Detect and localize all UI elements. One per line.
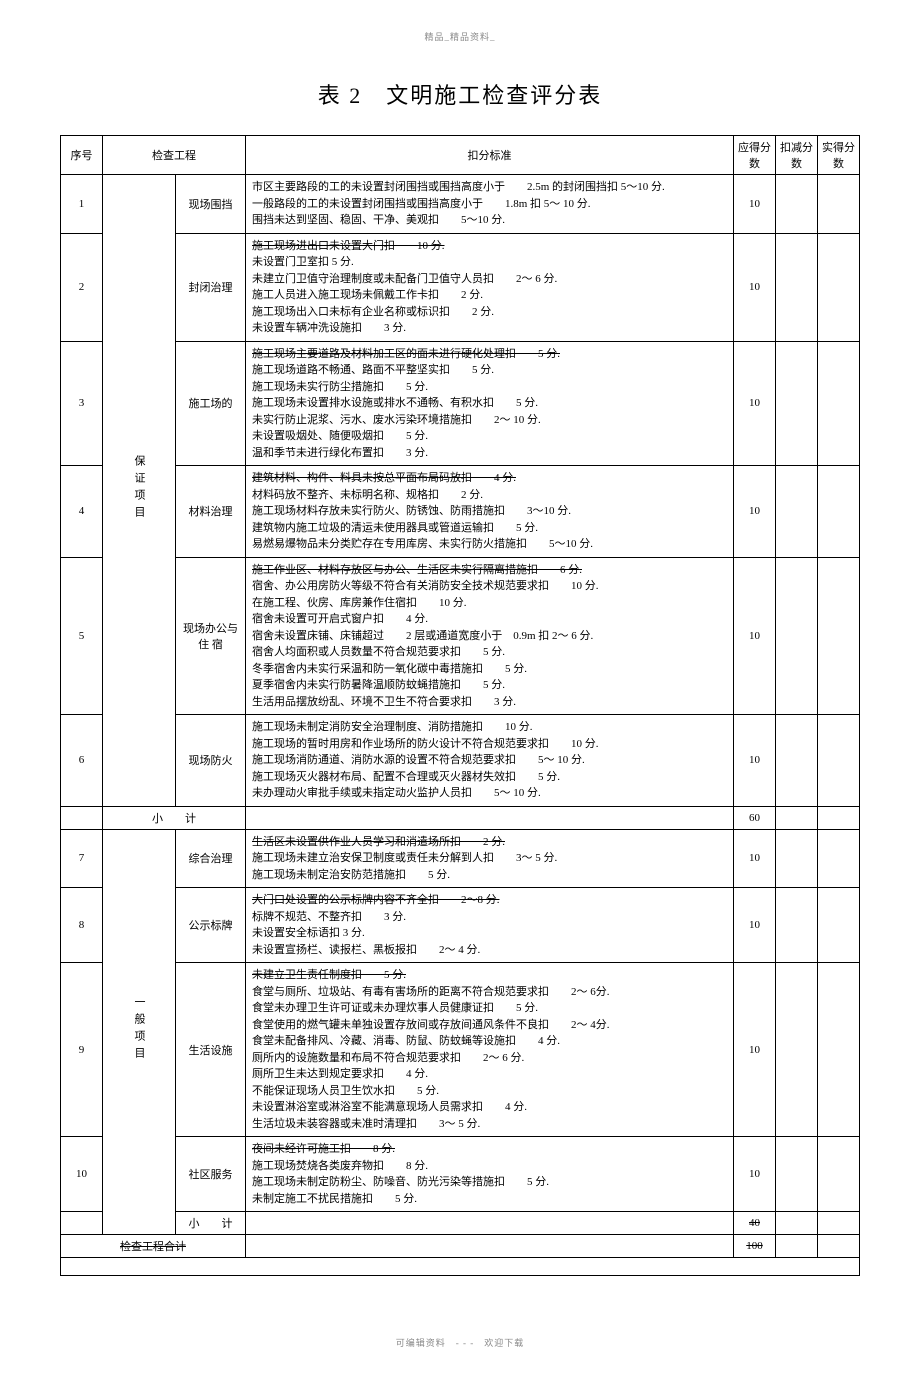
- deduct-cell: [776, 557, 818, 715]
- subtotal-label: 小 计: [103, 806, 246, 829]
- table-row: 3 施工场的施工现场主要道路及材料加工区的面未进行硬化处理扣 5 分.施工现场道路…: [61, 341, 860, 466]
- std-cell: 生活区未设置供作业人员学习和消遣场所扣 2 分.施工现场未建立治安保卫制度或责任…: [246, 829, 734, 888]
- actual-cell: [818, 1137, 860, 1212]
- grand-total-row: 检查工程合计 100: [61, 1235, 860, 1258]
- col-actual: 实得分数: [818, 136, 860, 175]
- subtotal-score: 60: [734, 806, 776, 829]
- deduct-cell: [776, 829, 818, 888]
- seq-cell: 8: [61, 888, 103, 963]
- empty-row: [61, 1258, 860, 1276]
- seq-cell: 6: [61, 715, 103, 807]
- table-row: 10 社区服务夜间未经许可施工扣 8 分.施工现场焚烧各类废弃物扣 8 分.施工现…: [61, 1137, 860, 1212]
- seq-cell: 9: [61, 963, 103, 1137]
- table-row: 6 现场防火施工现场未制定消防安全治理制度、消防措施扣 10 分.施工现场的暂时用…: [61, 715, 860, 807]
- should-cell: 10: [734, 341, 776, 466]
- table-row: 8 公示标牌大门口处设置的公示标牌内容不齐全扣 2～8 分.标牌不规范、不整齐扣 …: [61, 888, 860, 963]
- should-cell: 10: [734, 233, 776, 341]
- actual-cell: [818, 341, 860, 466]
- col-std: 扣分标准: [246, 136, 734, 175]
- scoring-table: 序号 检查工程 扣分标准 应得分数 扣减分数 实得分数 1保证项目现场围挡市区主…: [60, 135, 860, 1276]
- table-row: 1保证项目现场围挡市区主要路段的工的未设置封闭围挡或围挡高度小于 2.5m 的封…: [61, 175, 860, 234]
- item-cell: 社区服务: [176, 1137, 246, 1212]
- seq-cell: 7: [61, 829, 103, 888]
- subtotal-row: 小 计 60: [61, 806, 860, 829]
- seq-cell: 1: [61, 175, 103, 234]
- std-cell: 建筑材料、构件、料具未按总平面布局码放扣 4 分.材料码放不整齐、未标明名称、规…: [246, 466, 734, 558]
- should-cell: 10: [734, 466, 776, 558]
- subtotal-score: 40: [734, 1212, 776, 1235]
- actual-cell: [818, 888, 860, 963]
- item-cell: 现场办公与 住 宿: [176, 557, 246, 715]
- seq-cell: 2: [61, 233, 103, 341]
- footer-note: 可编辑资料 - - - 欢迎下载: [60, 1336, 860, 1349]
- should-cell: 10: [734, 1137, 776, 1212]
- col-proj: 检查工程: [103, 136, 246, 175]
- item-cell: 施工场的: [176, 341, 246, 466]
- should-cell: 10: [734, 175, 776, 234]
- should-cell: 10: [734, 715, 776, 807]
- deduct-cell: [776, 466, 818, 558]
- subtotal-row: 小 计 40: [61, 1212, 860, 1235]
- std-cell: 市区主要路段的工的未设置封闭围挡或围挡高度小于 2.5m 的封闭围挡扣 5～10…: [246, 175, 734, 234]
- actual-cell: [818, 963, 860, 1137]
- std-cell: 夜间未经许可施工扣 8 分.施工现场焚烧各类废弃物扣 8 分.施工现场未制定防粉…: [246, 1137, 734, 1212]
- item-cell: 综合治理: [176, 829, 246, 888]
- actual-cell: [818, 715, 860, 807]
- seq-cell: 3: [61, 341, 103, 466]
- item-cell: 封闭治理: [176, 233, 246, 341]
- actual-cell: [818, 175, 860, 234]
- col-should: 应得分数: [734, 136, 776, 175]
- should-cell: 10: [734, 888, 776, 963]
- seq-cell: 4: [61, 466, 103, 558]
- seq-cell: 5: [61, 557, 103, 715]
- deduct-cell: [776, 233, 818, 341]
- subtotal-label: 小 计: [176, 1212, 246, 1235]
- deduct-cell: [776, 341, 818, 466]
- item-cell: 材料治理: [176, 466, 246, 558]
- item-cell: 现场防火: [176, 715, 246, 807]
- actual-cell: [818, 233, 860, 341]
- table-row: 4 材料治理建筑材料、构件、料具未按总平面布局码放扣 4 分.材料码放不整齐、未标…: [61, 466, 860, 558]
- actual-cell: [818, 466, 860, 558]
- item-cell: 生活设施: [176, 963, 246, 1137]
- table-row: 7一般项目综合治理生活区未设置供作业人员学习和消遣场所扣 2 分.施工现场未建立…: [61, 829, 860, 888]
- deduct-cell: [776, 175, 818, 234]
- actual-cell: [818, 557, 860, 715]
- item-cell: 现场围挡: [176, 175, 246, 234]
- std-cell: 未建立卫生责任制度扣 5 分.食堂与厕所、垃圾站、有毒有害场所的距离不符合规范要…: [246, 963, 734, 1137]
- table-row: 5 现场办公与 住 宿施工作业区、材料存放区与办公、生活区未实行隔离措施扣 6 分…: [61, 557, 860, 715]
- category-cell: 保证项目: [103, 175, 176, 807]
- std-cell: 大门口处设置的公示标牌内容不齐全扣 2～8 分.标牌不规范、不整齐扣 3 分.未…: [246, 888, 734, 963]
- deduct-cell: [776, 888, 818, 963]
- deduct-cell: [776, 715, 818, 807]
- deduct-cell: [776, 1137, 818, 1212]
- header-note: 精品_精品资料_: [60, 30, 860, 43]
- seq-cell: 10: [61, 1137, 103, 1212]
- deduct-cell: [776, 963, 818, 1137]
- std-cell: 施工作业区、材料存放区与办公、生活区未实行隔离措施扣 6 分.宿舍、办公用房防火…: [246, 557, 734, 715]
- table-row: 2 封闭治理施工现场进出口未设置大门扣 10 分.未设置门卫室扣 5 分.未建立门…: [61, 233, 860, 341]
- should-cell: 10: [734, 829, 776, 888]
- header-row: 序号 检查工程 扣分标准 应得分数 扣减分数 实得分数: [61, 136, 860, 175]
- category-cell: 一般项目: [103, 829, 176, 1235]
- item-cell: 公示标牌: [176, 888, 246, 963]
- grand-score: 100: [734, 1235, 776, 1258]
- std-cell: 施工现场主要道路及材料加工区的面未进行硬化处理扣 5 分.施工现场道路不畅通、路…: [246, 341, 734, 466]
- std-cell: 施工现场进出口未设置大门扣 10 分.未设置门卫室扣 5 分.未建立门卫值守治理…: [246, 233, 734, 341]
- actual-cell: [818, 829, 860, 888]
- should-cell: 10: [734, 963, 776, 1137]
- grand-label: 检查工程合计: [61, 1235, 246, 1258]
- std-cell: 施工现场未制定消防安全治理制度、消防措施扣 10 分.施工现场的暂时用房和作业场…: [246, 715, 734, 807]
- col-deduct: 扣减分数: [776, 136, 818, 175]
- should-cell: 10: [734, 557, 776, 715]
- col-seq: 序号: [61, 136, 103, 175]
- page-title: 表 2 文明施工检查评分表: [60, 78, 860, 110]
- table-row: 9 生活设施未建立卫生责任制度扣 5 分.食堂与厕所、垃圾站、有毒有害场所的距离不…: [61, 963, 860, 1137]
